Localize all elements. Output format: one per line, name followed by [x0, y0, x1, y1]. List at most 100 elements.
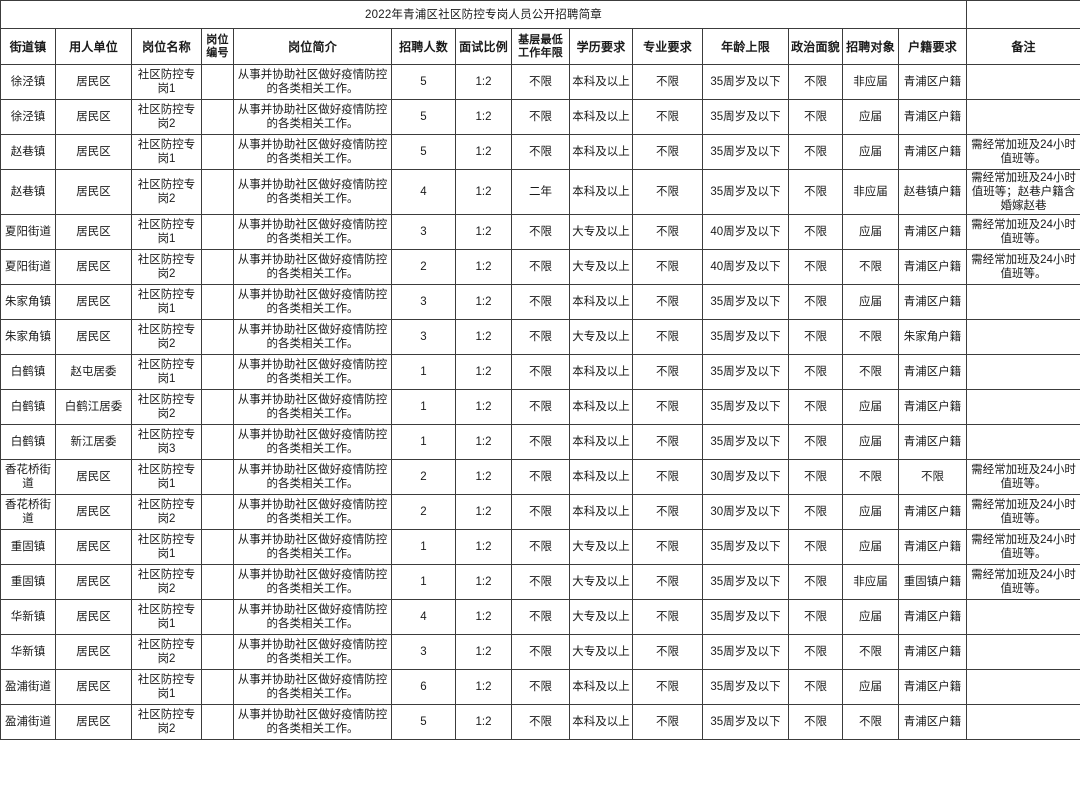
cell-unit: 赵屯居委: [55, 354, 132, 390]
cell-education: 本科及以上: [569, 459, 633, 495]
cell-post_name: 社区防控专岗1: [131, 459, 202, 495]
cell-target: 应届: [842, 424, 899, 460]
cell-hukou: 青浦区户籍: [897, 424, 968, 460]
cell-remark: 需经常加班及24小时值班等。: [966, 134, 1080, 170]
cell-remark: [966, 634, 1080, 670]
table-row[interactable]: 夏阳街道 居民区 社区防控专岗1 从事并协助社区做好疫情防控的各类相关工作。 3 1:2 不…: [0, 214, 1080, 250]
cell-remark: [966, 99, 1080, 135]
cell-target: 应届: [842, 99, 899, 135]
cell-ratio: 1:2: [455, 99, 512, 135]
cell-politics: 不限: [788, 599, 843, 635]
cell-ratio: 1:2: [455, 284, 512, 320]
cell-remark: [966, 319, 1080, 355]
cell-politics: 不限: [788, 354, 843, 390]
cell-education: 本科及以上: [569, 134, 633, 170]
cell-street: 盈浦街道: [0, 669, 56, 705]
table-row[interactable]: 华新镇 居民区 社区防控专岗2 从事并协助社区做好疫情防控的各类相关工作。 3 1:2 不限…: [0, 634, 1080, 670]
cell-post_code: [201, 319, 234, 355]
table-row[interactable]: 白鹤镇 赵屯居委 社区防控专岗1 从事并协助社区做好疫情防控的各类相关工作。 1 1:2 不…: [0, 354, 1080, 390]
cell-street: 朱家角镇: [0, 319, 56, 355]
cell-grass_yrs: 二年: [511, 169, 570, 215]
cell-street: 白鹤镇: [0, 389, 56, 425]
table-row[interactable]: 赵巷镇 居民区 社区防控专岗2 从事并协助社区做好疫情防控的各类相关工作。 4 1:2 二年…: [0, 169, 1080, 215]
cell-remark: [966, 284, 1080, 320]
cell-target: 应届: [842, 134, 899, 170]
cell-politics: 不限: [788, 389, 843, 425]
column-header-ratio: 面试比例: [455, 28, 512, 65]
cell-unit: 居民区: [55, 214, 132, 250]
cell-ratio: 1:2: [455, 134, 512, 170]
cell-hukou: 青浦区户籍: [897, 704, 968, 740]
cell-post_code: [201, 424, 234, 460]
cell-target: 应届: [842, 284, 899, 320]
cell-target: 不限: [842, 459, 899, 495]
table-row[interactable]: 香花桥街道 居民区 社区防控专岗2 从事并协助社区做好疫情防控的各类相关工作。 2 1:2…: [0, 494, 1080, 530]
cell-hukou: 青浦区户籍: [897, 99, 968, 135]
cell-street: 香花桥街道: [0, 494, 56, 530]
cell-remark: 需经常加班及24小时值班等。: [966, 214, 1080, 250]
cell-grass_yrs: 不限: [511, 704, 570, 740]
title-row-spacer: [966, 0, 1080, 29]
table-row[interactable]: 重固镇 居民区 社区防控专岗2 从事并协助社区做好疫情防控的各类相关工作。 1 1:2 不限…: [0, 564, 1080, 600]
cell-major: 不限: [632, 354, 703, 390]
cell-age: 35周岁及以下: [702, 389, 789, 425]
cell-politics: 不限: [788, 319, 843, 355]
table-row[interactable]: 香花桥街道 居民区 社区防控专岗1 从事并协助社区做好疫情防控的各类相关工作。 2 1:2…: [0, 459, 1080, 495]
column-header-post_code: 岗位编号: [201, 28, 234, 65]
cell-unit: 居民区: [55, 249, 132, 285]
cell-post_code: [201, 214, 234, 250]
column-header-street: 街道镇: [0, 28, 56, 65]
cell-hukou: 青浦区户籍: [897, 494, 968, 530]
cell-ratio: 1:2: [455, 564, 512, 600]
table-row[interactable]: 白鹤镇 新江居委 社区防控专岗3 从事并协助社区做好疫情防控的各类相关工作。 1 1:2 不…: [0, 424, 1080, 460]
cell-brief: 从事并协助社区做好疫情防控的各类相关工作。: [233, 529, 392, 565]
column-header-politics: 政治面貌: [788, 28, 843, 65]
cell-post_code: [201, 599, 234, 635]
cell-unit: 居民区: [55, 169, 132, 215]
cell-street: 白鹤镇: [0, 354, 56, 390]
table-row[interactable]: 盈浦街道 居民区 社区防控专岗2 从事并协助社区做好疫情防控的各类相关工作。 5 1:2 不…: [0, 704, 1080, 740]
cell-age: 35周岁及以下: [702, 564, 789, 600]
table-body: 2022年青浦区社区防控专岗人员公开招聘简章 街道镇 用人单位 岗位名称 岗位编号 岗位…: [0, 0, 1080, 740]
cell-brief: 从事并协助社区做好疫情防控的各类相关工作。: [233, 704, 392, 740]
cell-politics: 不限: [788, 704, 843, 740]
cell-post_code: [201, 169, 234, 215]
cell-hukou: 青浦区户籍: [897, 669, 968, 705]
cell-major: 不限: [632, 319, 703, 355]
cell-age: 30周岁及以下: [702, 459, 789, 495]
cell-headcount: 6: [391, 669, 456, 705]
table-row[interactable]: 重固镇 居民区 社区防控专岗1 从事并协助社区做好疫情防控的各类相关工作。 1 1:2 不限…: [0, 529, 1080, 565]
cell-grass_yrs: 不限: [511, 494, 570, 530]
table-row[interactable]: 徐泾镇 居民区 社区防控专岗2 从事并协助社区做好疫情防控的各类相关工作。 5 1:2 不限…: [0, 99, 1080, 135]
cell-education: 大专及以上: [569, 319, 633, 355]
cell-headcount: 4: [391, 169, 456, 215]
cell-education: 本科及以上: [569, 99, 633, 135]
table-row[interactable]: 朱家角镇 居民区 社区防控专岗1 从事并协助社区做好疫情防控的各类相关工作。 3 1:2 不…: [0, 284, 1080, 320]
cell-politics: 不限: [788, 564, 843, 600]
table-row[interactable]: 华新镇 居民区 社区防控专岗1 从事并协助社区做好疫情防控的各类相关工作。 4 1:2 不限…: [0, 599, 1080, 635]
cell-target: 不限: [842, 704, 899, 740]
cell-street: 盈浦街道: [0, 704, 56, 740]
cell-post_code: [201, 669, 234, 705]
cell-age: 35周岁及以下: [702, 669, 789, 705]
cell-unit: 居民区: [55, 529, 132, 565]
table-row[interactable]: 朱家角镇 居民区 社区防控专岗2 从事并协助社区做好疫情防控的各类相关工作。 3 1:2 不…: [0, 319, 1080, 355]
table-row[interactable]: 赵巷镇 居民区 社区防控专岗1 从事并协助社区做好疫情防控的各类相关工作。 5 1:2 不限…: [0, 134, 1080, 170]
cell-unit: 新江居委: [55, 424, 132, 460]
table-row[interactable]: 夏阳街道 居民区 社区防控专岗2 从事并协助社区做好疫情防控的各类相关工作。 2 1:2 不…: [0, 249, 1080, 285]
cell-age: 35周岁及以下: [702, 319, 789, 355]
cell-grass_yrs: 不限: [511, 669, 570, 705]
cell-age: 40周岁及以下: [702, 249, 789, 285]
column-header-target: 招聘对象: [842, 28, 899, 65]
cell-education: 本科及以上: [569, 424, 633, 460]
cell-major: 不限: [632, 134, 703, 170]
cell-target: 不限: [842, 634, 899, 670]
table-row[interactable]: 盈浦街道 居民区 社区防控专岗1 从事并协助社区做好疫情防控的各类相关工作。 6 1:2 不…: [0, 669, 1080, 705]
cell-target: 非应届: [842, 64, 899, 100]
table-row[interactable]: 白鹤镇 白鹤江居委 社区防控专岗2 从事并协助社区做好疫情防控的各类相关工作。 1 1:2…: [0, 389, 1080, 425]
cell-street: 夏阳街道: [0, 214, 56, 250]
cell-brief: 从事并协助社区做好疫情防控的各类相关工作。: [233, 354, 392, 390]
cell-post_code: [201, 564, 234, 600]
table-row[interactable]: 徐泾镇 居民区 社区防控专岗1 从事并协助社区做好疫情防控的各类相关工作。 5 1:2 不限…: [0, 64, 1080, 100]
cell-unit: 居民区: [55, 494, 132, 530]
